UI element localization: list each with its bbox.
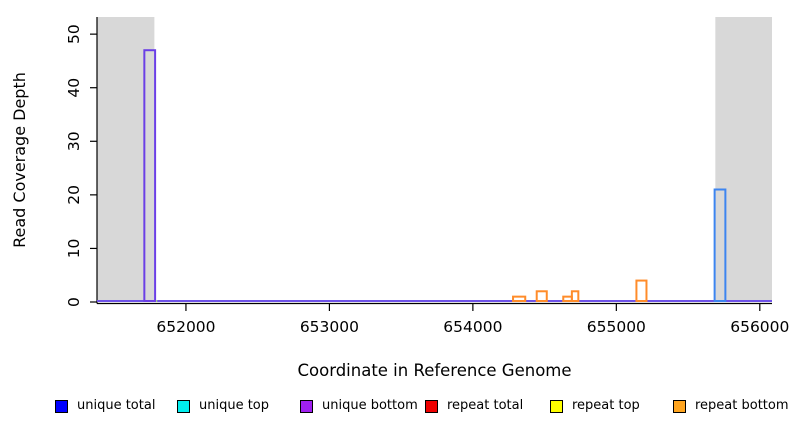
y-tick-label: 30 [65, 131, 83, 151]
unique-total-swatch [55, 399, 68, 413]
x-tick-label: 656000 [730, 318, 789, 336]
legend-item-repeat-bottom: repeat bottom [673, 398, 789, 414]
y-tick-label: 0 [65, 297, 83, 307]
repeat-bottom-swatch [673, 399, 686, 413]
unique-top-spike [713, 188, 727, 302]
repeat-bottom-spike-3 [562, 295, 573, 302]
legend-item-repeat-top: repeat top [550, 398, 640, 414]
legend-label: repeat top [572, 398, 640, 413]
masked-region-right [715, 17, 772, 302]
x-tick-label: 655000 [587, 318, 646, 336]
legend: unique total unique top unique bottom re… [0, 398, 792, 418]
legend-label: unique bottom [322, 398, 418, 413]
x-axis-title: Coordinate in Reference Genome [297, 361, 572, 380]
y-tick-label: 20 [65, 185, 83, 205]
y-tick-label: 10 [65, 239, 83, 259]
y-tick-label: 50 [65, 24, 83, 44]
legend-item-unique-total: unique total [55, 398, 155, 414]
repeat-bottom-spike-2 [535, 290, 548, 302]
legend-label: repeat total [447, 398, 524, 413]
x-tick-label: 653000 [300, 318, 359, 336]
unique-top-swatch [177, 399, 190, 413]
repeat-bottom-spike-1 [512, 295, 527, 302]
repeat-bottom-spike-5 [635, 279, 648, 303]
legend-item-unique-bottom: unique bottom [300, 398, 418, 414]
repeat-bottom-spike-4 [570, 290, 580, 302]
masked-region-left [97, 17, 155, 302]
repeat-total-swatch [425, 399, 438, 413]
legend-label: repeat bottom [695, 398, 789, 413]
legend-item-unique-top: unique top [177, 398, 269, 414]
y-tick-label: 40 [65, 78, 83, 98]
plot-area: 652000 653000 654000 655000 656000 0 10 20 30 40 5… [65, 17, 789, 336]
y-axis-title: Read Coverage Depth [10, 72, 29, 248]
legend-label: unique top [199, 398, 270, 413]
legend-item-repeat-total: repeat total [425, 398, 523, 414]
unique-bottom-swatch [300, 399, 313, 413]
x-tick-label: 654000 [443, 318, 502, 336]
repeat-top-swatch [550, 399, 563, 413]
x-tick-label: 652000 [156, 318, 215, 336]
legend-label: unique total [77, 398, 156, 413]
unique-bottom-spike [143, 49, 157, 303]
